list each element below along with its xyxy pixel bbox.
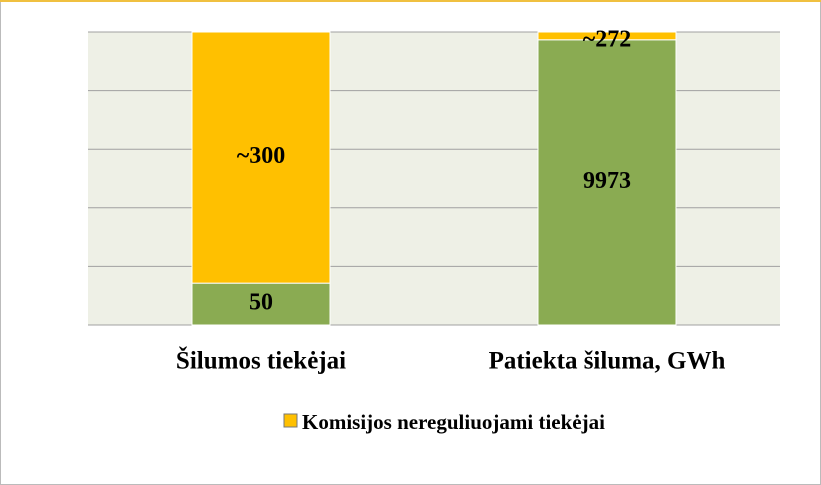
legend-swatch <box>283 413 298 428</box>
bar-segment <box>537 31 677 41</box>
bar-segment <box>191 282 331 326</box>
data-label: 50 <box>249 290 273 316</box>
data-label: ~272 <box>583 27 631 53</box>
x-tick-label: Šilumos tiekėjai <box>176 347 346 375</box>
x-tick-label: Patiekta šiluma, GWh <box>489 348 726 375</box>
bar-segment <box>537 39 677 326</box>
data-label: ~300 <box>237 143 285 169</box>
bar-segment <box>191 31 331 284</box>
data-label: 9973 <box>583 168 631 194</box>
legend-label: Komisijos nereguliuojami tiekėjai <box>302 410 605 434</box>
